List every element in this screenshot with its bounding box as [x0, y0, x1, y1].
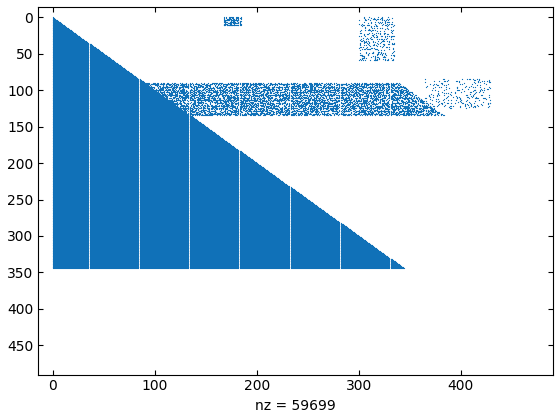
X-axis label: nz = 59699: nz = 59699 [255, 399, 336, 413]
